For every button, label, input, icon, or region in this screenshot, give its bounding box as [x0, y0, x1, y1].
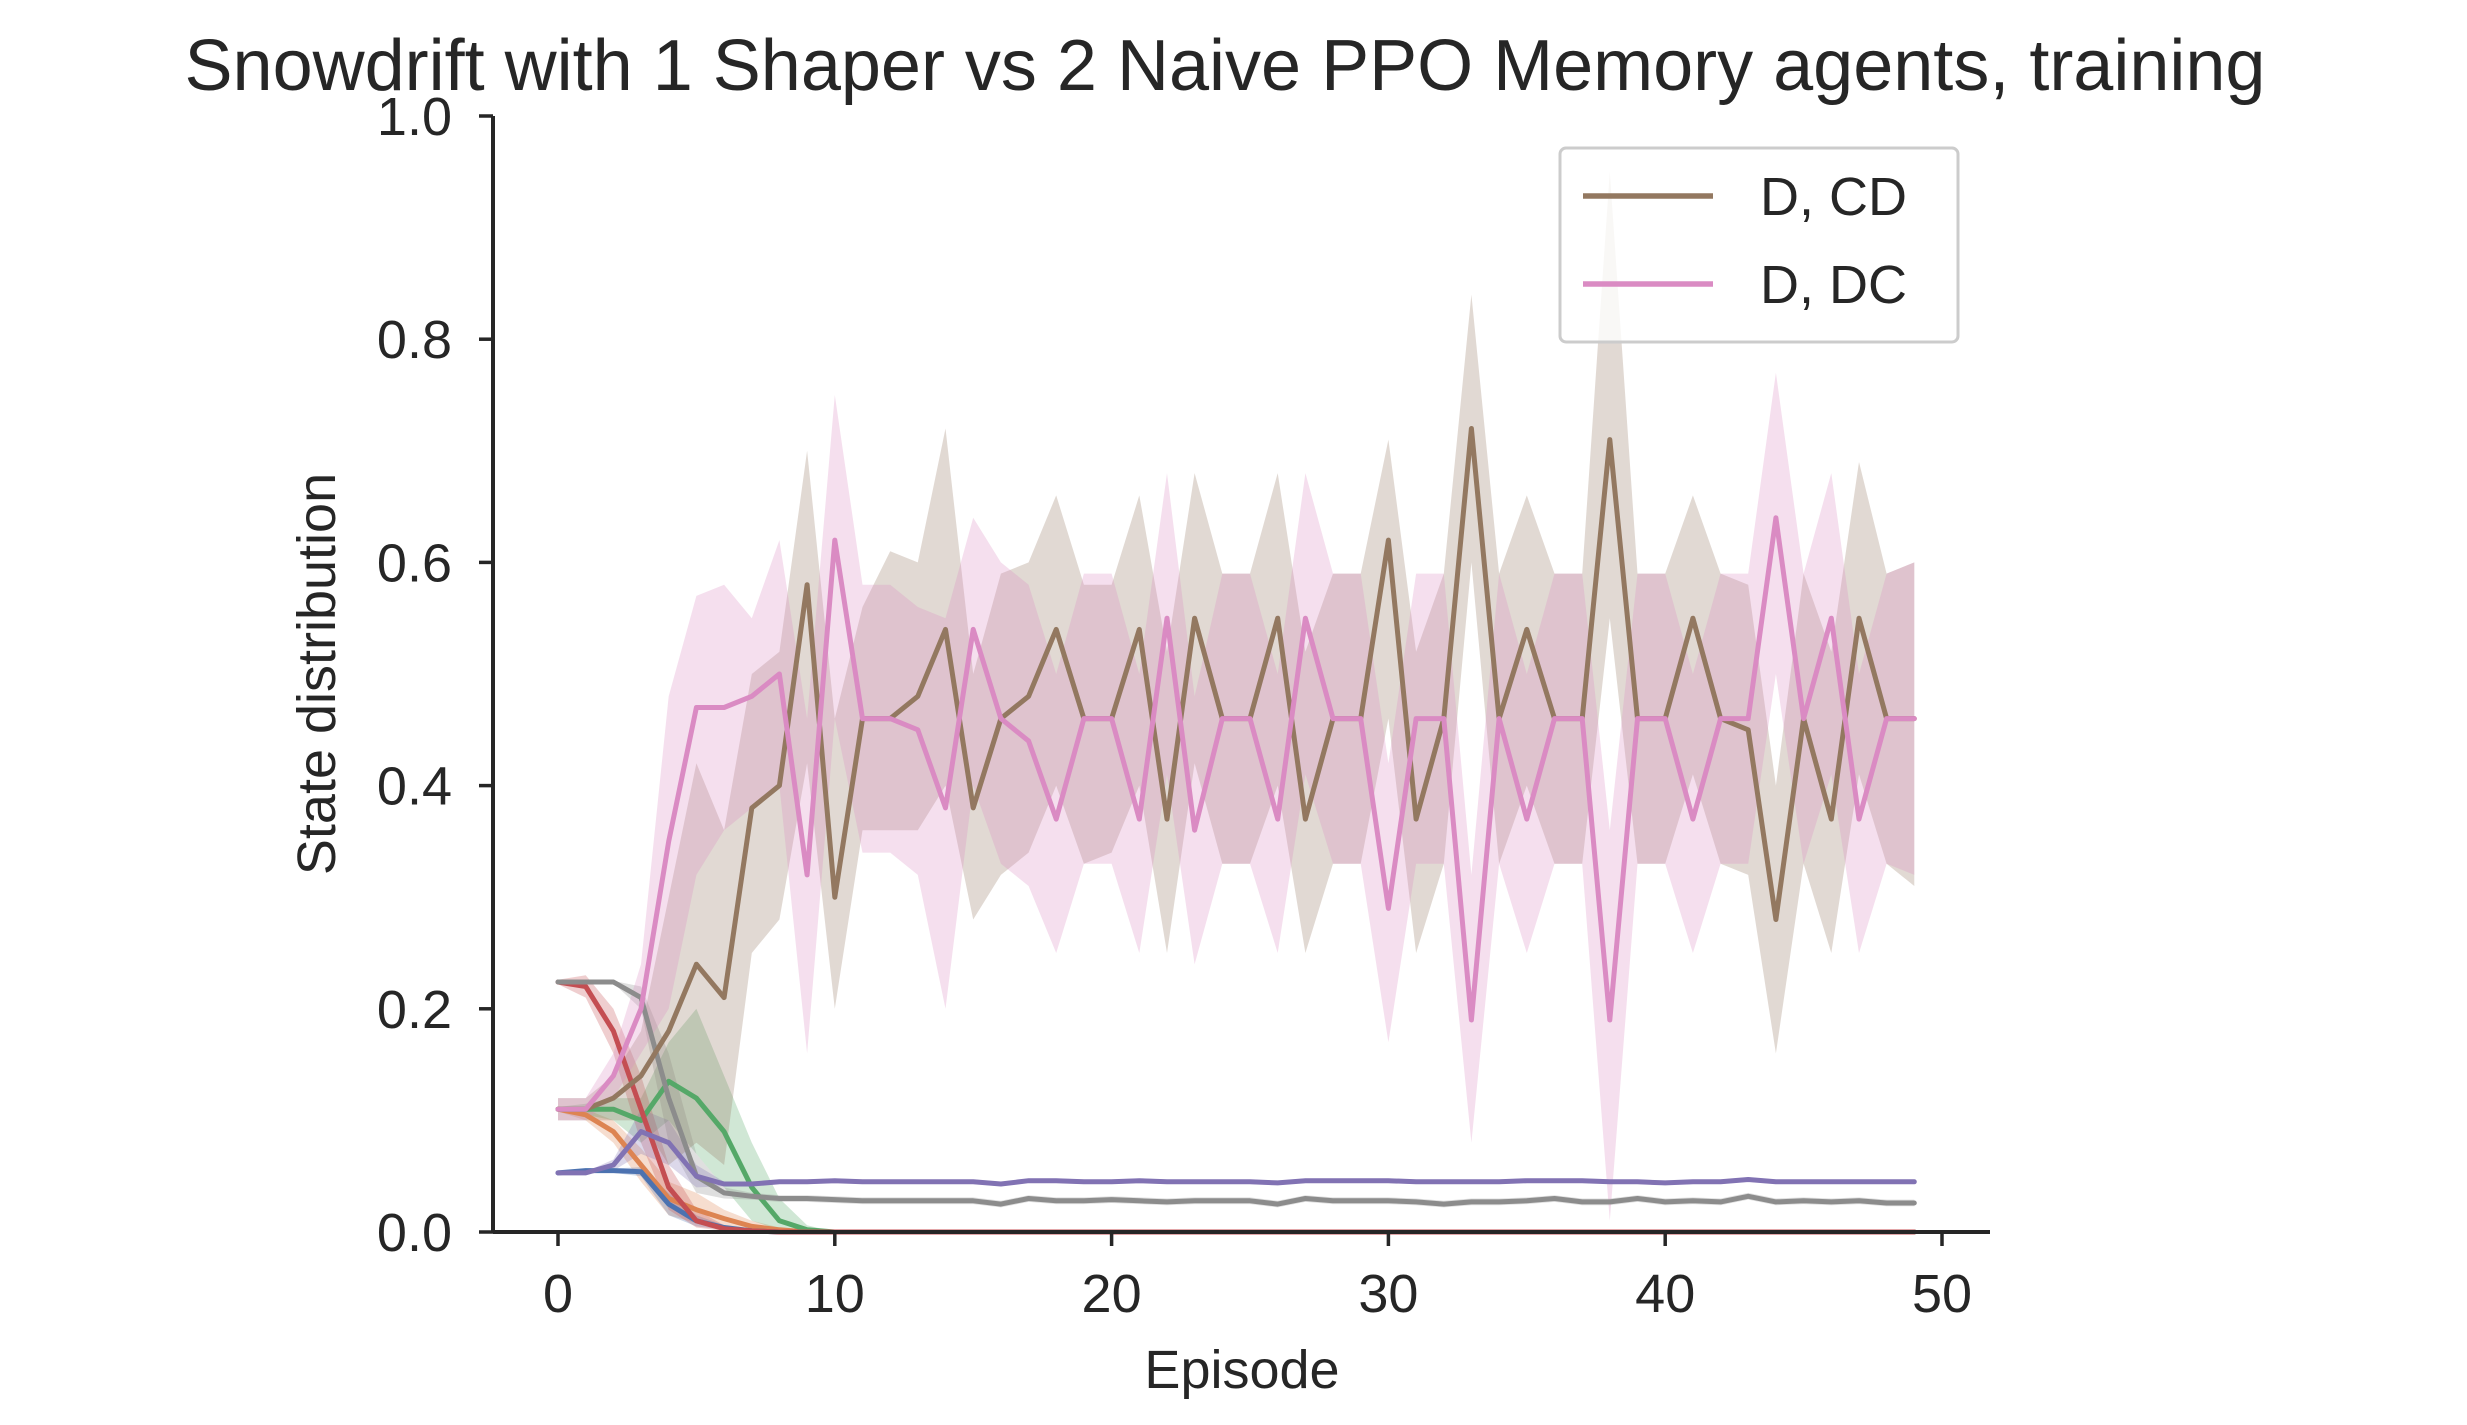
band-d-cd [558, 171, 1915, 1166]
y-tick-label: 0.2 [377, 980, 452, 1040]
line-series-2 [555, 1129, 1917, 1187]
y-tick-label: 0.8 [377, 310, 452, 370]
band-d-dc [558, 372, 1915, 1221]
y-tick-label: 0.4 [377, 757, 452, 817]
x-tick-label: 50 [1912, 1264, 1972, 1324]
legend: D, CD D, DC [1558, 146, 1960, 344]
x-tick-label: 0 [543, 1264, 573, 1324]
legend-label-0: D, CD [1760, 167, 1907, 227]
x-axis-ticks: 0 10 20 30 40 50 [543, 1232, 1972, 1324]
band-series-5 [558, 1008, 1915, 1232]
y-axis-label: State distribution [287, 473, 347, 875]
y-tick-label: 1.0 [377, 87, 452, 147]
legend-label-1: D, DC [1760, 255, 1907, 315]
chart-title: Snowdrift with 1 Shaper vs 2 Naive PPO M… [185, 26, 2266, 106]
x-tick-label: 40 [1635, 1264, 1695, 1324]
x-tick-label: 30 [1358, 1264, 1418, 1324]
band-series-3 [558, 980, 1915, 1208]
y-tick-label: 0.0 [377, 1203, 452, 1263]
x-tick-label: 10 [805, 1264, 865, 1324]
x-axis-label: Episode [1144, 1340, 1339, 1400]
x-tick-label: 20 [1082, 1264, 1142, 1324]
line-d-dc [555, 515, 1917, 1112]
y-axis-ticks: 0.0 0.2 0.4 0.6 0.8 1.0 [377, 87, 493, 1263]
y-tick-label: 0.6 [377, 533, 452, 593]
line-series-3 [555, 979, 1917, 1207]
